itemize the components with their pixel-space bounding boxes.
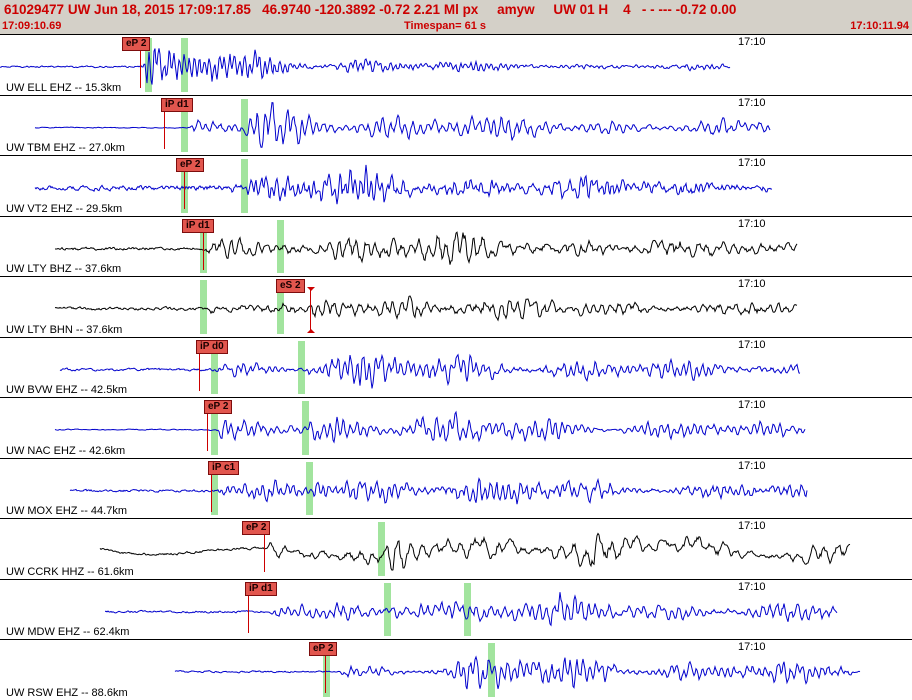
seismogram-waveform xyxy=(54,230,798,265)
pick-window-bar xyxy=(306,461,313,516)
pick-window-bar xyxy=(211,340,218,395)
pick-window-bar xyxy=(181,98,188,153)
window-end-time: 17:10:11.94 xyxy=(850,20,909,32)
station-label: UW LTY BHN -- 37.6km xyxy=(6,323,123,336)
pick-time-line[interactable] xyxy=(211,471,212,512)
pick-window-bar xyxy=(323,643,330,698)
pick-window-bar xyxy=(488,643,495,698)
pick-window-bar xyxy=(464,582,471,637)
trace-row[interactable]: eP 2 17:10 UW NAC EHZ -- 42.6km xyxy=(0,398,912,459)
event-summary-line: 61029477 UW Jun 18, 2015 17:09:17.85 46.… xyxy=(4,2,737,17)
minute-mark-label: 17:10 xyxy=(738,36,766,48)
pick-time-line[interactable] xyxy=(199,350,200,391)
minute-mark-label: 17:10 xyxy=(738,338,766,351)
pick-flag[interactable]: iP d0 xyxy=(196,339,228,354)
pick-time-line[interactable] xyxy=(203,229,204,270)
seismogram-waveform xyxy=(54,410,806,444)
trace-row[interactable]: iP d1 17:10 UW TBM EHZ -- 27.0km xyxy=(0,95,912,157)
minute-mark-label: 17:10 xyxy=(738,157,766,170)
station-label: UW MDW EHZ -- 62.4km xyxy=(6,626,130,639)
station-label: UW CCRK HHZ -- 61.6km xyxy=(6,565,134,578)
minute-mark-label: 17:10 xyxy=(738,580,766,593)
pick-flag[interactable]: eP 2 xyxy=(122,37,151,51)
pick-flag[interactable]: eP 2 xyxy=(204,400,233,415)
pick-flag[interactable]: iP d1 xyxy=(245,581,277,596)
seismogram-waveform xyxy=(54,295,798,322)
station-label: UW MOX EHZ -- 44.7km xyxy=(6,505,128,518)
trace-row[interactable]: iP d1 17:10 UW LTY BHZ -- 37.6km xyxy=(0,216,912,278)
pick-window-bar xyxy=(298,340,305,395)
pick-window-bar xyxy=(181,38,188,92)
pick-time-line[interactable] xyxy=(164,108,165,149)
pick-time-line[interactable] xyxy=(264,532,265,573)
pick-window-bar xyxy=(200,280,207,334)
trace-row[interactable]: eP 2 17:10 UW RSW EHZ -- 88.6km xyxy=(0,640,912,700)
seismogram-waveform xyxy=(59,353,801,389)
seismogram-waveform xyxy=(99,532,851,572)
pick-time-line[interactable] xyxy=(325,653,326,694)
pick-window-bar xyxy=(277,219,284,274)
pick-flag[interactable]: eP 2 xyxy=(176,158,205,173)
station-label: UW VT2 EHZ -- 29.5km xyxy=(6,202,123,215)
timespan-label: Timespan= 61 s xyxy=(404,20,487,32)
pick-window-bar xyxy=(241,98,248,153)
minute-mark-label: 17:10 xyxy=(738,278,766,291)
station-label: UW LTY BHZ -- 37.6km xyxy=(6,263,122,276)
pick-flag[interactable]: eS 2 xyxy=(276,279,305,294)
station-label: UW BVW EHZ -- 42.5km xyxy=(6,384,128,397)
seismogram-waveform xyxy=(0,48,731,85)
station-label: UW NAC EHZ -- 42.6km xyxy=(6,444,126,457)
minute-mark-label: 17:10 xyxy=(738,399,766,412)
header: 61029477 UW Jun 18, 2015 17:09:17.85 46.… xyxy=(0,0,912,35)
seismogram-waveform xyxy=(104,592,838,627)
minute-mark-label: 17:10 xyxy=(738,459,766,472)
trace-row[interactable]: iP c1 17:10 UW MOX EHZ -- 44.7km xyxy=(0,458,912,520)
station-label: UW ELL EHZ -- 15.3km xyxy=(6,81,122,94)
pick-window-bar xyxy=(211,461,218,516)
pick-time-line[interactable] xyxy=(140,48,141,88)
pick-window-bar xyxy=(277,280,284,334)
pick-time-line[interactable] xyxy=(207,411,208,452)
pick-flag[interactable]: eP 2 xyxy=(242,521,271,536)
time-axis-header: 17:09:10.69 Timespan= 61 s 17:10:11.94 xyxy=(0,20,912,35)
minute-mark-label: 17:10 xyxy=(738,641,766,654)
station-label: UW TBM EHZ -- 27.0km xyxy=(6,142,125,155)
trace-row[interactable]: iP d1 17:10 UW MDW EHZ -- 62.4km xyxy=(0,579,912,641)
pick-flag[interactable]: iP d1 xyxy=(161,97,193,112)
pick-window-bar xyxy=(378,522,385,576)
trace-row[interactable]: eS 2 17:10 UW LTY BHN -- 37.6km xyxy=(0,277,912,338)
pick-flag[interactable]: eP 2 xyxy=(309,642,338,657)
trace-row[interactable]: iP d0 17:10 UW BVW EHZ -- 42.5km xyxy=(0,337,912,399)
seismogram-waveform xyxy=(69,476,808,505)
pick-time-line[interactable] xyxy=(248,592,249,633)
seismogram-waveform xyxy=(174,655,861,690)
pick-time-line[interactable] xyxy=(184,169,185,210)
seismogram-waveform xyxy=(34,101,771,148)
seismogram-waveform xyxy=(34,164,773,205)
trace-row[interactable]: eP 2 17:10 UW VT2 EHZ -- 29.5km xyxy=(0,156,912,217)
pick-flag[interactable]: iP d1 xyxy=(182,218,214,233)
minute-mark-label: 17:10 xyxy=(738,520,766,533)
pick-time-line[interactable] xyxy=(307,287,315,334)
trace-row[interactable]: eP 2 17:10 UW ELL EHZ -- 15.3km xyxy=(0,35,912,96)
station-label: UW RSW EHZ -- 88.6km xyxy=(6,687,128,700)
trace-list: eP 2 17:10 UW ELL EHZ -- 15.3km iP d1 17… xyxy=(0,35,912,700)
pick-flag[interactable]: iP c1 xyxy=(208,460,240,475)
minute-mark-label: 17:10 xyxy=(738,217,766,230)
trace-row[interactable]: eP 2 17:10 UW CCRK HHZ -- 61.6km xyxy=(0,519,912,580)
window-start-time: 17:09:10.69 xyxy=(2,20,62,32)
pick-window-bar xyxy=(211,401,218,455)
minute-mark-label: 17:10 xyxy=(738,96,766,109)
pick-window-bar xyxy=(241,159,248,213)
